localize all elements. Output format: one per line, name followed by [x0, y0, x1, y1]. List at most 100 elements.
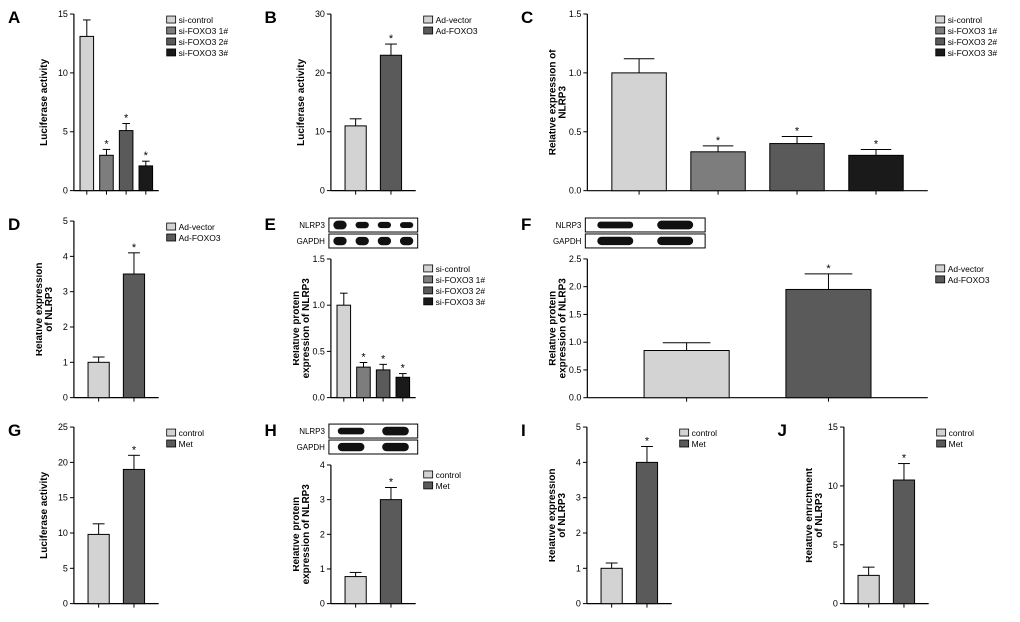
significance-star: * [874, 138, 879, 150]
panel-letter: D [8, 215, 20, 235]
panel-H: H01234Relative proteinexpression of NLRP… [265, 421, 500, 614]
significance-star: * [400, 362, 405, 374]
svg-text:0.0: 0.0 [569, 392, 581, 402]
svg-text:0: 0 [832, 599, 837, 609]
legend-label: Ad-FOXO3 [435, 26, 477, 36]
plot-wrap: 0.00.51.01.52.02.5Relative proteinexpres… [549, 215, 1012, 408]
blot-band [333, 220, 346, 229]
bar [345, 126, 366, 191]
significance-star: * [381, 353, 386, 365]
svg-text:1.0: 1.0 [569, 337, 581, 347]
blot-row-label: NLRP3 [299, 221, 325, 230]
svg-text:0: 0 [319, 599, 324, 609]
legend-label: si-FOXO3 1# [435, 275, 485, 285]
legend-label: control [435, 470, 461, 480]
legend-label: si-FOXO3 2# [435, 286, 485, 296]
svg-text:10: 10 [314, 127, 324, 137]
bar [786, 289, 871, 397]
blot-row-label: GAPDH [296, 237, 325, 246]
svg-text:2.5: 2.5 [569, 254, 581, 264]
legend-label: Ad-FOXO3 [179, 233, 221, 243]
bar-chart: 051015Relative enrichmentof NLRP3*contro… [806, 421, 1013, 614]
plot-wrap: 051015Luciferase activity***si-controlsi… [36, 8, 243, 201]
legend-label: Ad-vector [435, 15, 471, 25]
svg-text:0: 0 [63, 186, 68, 196]
figure-grid: A051015Luciferase activity***si-controls… [8, 8, 1012, 614]
legend-swatch [680, 429, 689, 436]
svg-text:0: 0 [63, 392, 68, 402]
plot-wrap: 0.00.51.01.5Relative expression ofNLRP3*… [549, 8, 1012, 201]
svg-text:1: 1 [319, 564, 324, 574]
bar [80, 36, 94, 190]
legend: controlMet [680, 428, 718, 449]
legend-label: control [948, 428, 974, 438]
bar [337, 305, 351, 397]
legend-label: si-FOXO3 2# [948, 37, 998, 47]
panel-J: J051015Relative enrichmentof NLRP3*contr… [778, 421, 1013, 614]
legend: Ad-vectorAd-FOXO3 [936, 264, 990, 285]
legend: Ad-vectorAd-FOXO3 [423, 15, 477, 36]
blot-band [355, 222, 368, 228]
blot-band [597, 221, 633, 228]
svg-text:0.0: 0.0 [312, 392, 324, 402]
blot-band [382, 443, 409, 451]
bar [345, 577, 366, 604]
svg-text:5: 5 [832, 540, 837, 550]
legend-swatch [167, 38, 176, 45]
bar [691, 152, 745, 191]
bar [849, 155, 903, 190]
significance-star: * [388, 477, 393, 489]
legend-swatch [167, 27, 176, 34]
legend-swatch [167, 223, 176, 230]
significance-star: * [716, 135, 721, 147]
legend: si-controlsi-FOXO3 1#si-FOXO3 2#si-FOXO3… [423, 264, 485, 307]
plot-wrap: 051015Relative enrichmentof NLRP3*contro… [806, 421, 1013, 614]
panel-A: A051015Luciferase activity***si-controls… [8, 8, 243, 201]
legend-swatch [423, 276, 432, 283]
blot-row-label: GAPDH [553, 237, 582, 246]
bar-chart: 051015Luciferase activity***si-controlsi… [36, 8, 243, 201]
legend-label: si-control [435, 264, 469, 274]
svg-text:30: 30 [314, 9, 324, 19]
plot-wrap: 0510152025Luciferase activity*controlMet [36, 421, 243, 614]
legend-label: control [692, 428, 718, 438]
significance-star: * [132, 445, 137, 457]
svg-text:5: 5 [576, 422, 581, 432]
legend-label: si-control [948, 15, 982, 25]
panel-letter: E [265, 215, 276, 235]
bar [139, 166, 153, 191]
panel-letter: G [8, 421, 21, 441]
bar [636, 463, 657, 604]
blot-row-label: GAPDH [296, 443, 325, 452]
plot-wrap: 012345Relative expressionof NLRP3*Ad-vec… [36, 215, 243, 408]
bar [770, 144, 824, 191]
legend: Ad-vectorAd-FOXO3 [167, 222, 221, 243]
legend-label: si-FOXO3 1# [179, 26, 229, 36]
panel-B: B0102030Luciferase activity*Ad-vectorAd-… [265, 8, 500, 201]
y-axis-label: Luciferase activity [39, 58, 50, 145]
bar [356, 367, 370, 398]
legend-label: Ad-vector [179, 222, 215, 232]
svg-text:20: 20 [314, 68, 324, 78]
svg-text:1.0: 1.0 [312, 300, 324, 310]
panel-G: G0510152025Luciferase activity*controlMe… [8, 421, 243, 614]
legend-label: si-FOXO3 2# [179, 37, 229, 47]
panel-D: D 012345Relative expressionof NLRP3*Ad-ve… [8, 215, 243, 408]
panel-C: C0.00.51.01.5Relative expression ofNLRP3… [521, 8, 1012, 201]
bar [123, 274, 144, 398]
legend-label: si-FOXO3 3# [948, 48, 998, 58]
bar-chart: 012345Relative expressionof NLRP3*contro… [549, 421, 756, 614]
blot-band [399, 222, 412, 228]
svg-text:10: 10 [58, 528, 68, 538]
svg-text:1: 1 [576, 564, 581, 574]
legend: controlMet [936, 428, 974, 449]
significance-star: * [826, 263, 831, 275]
significance-star: * [361, 351, 366, 363]
legend-swatch [423, 287, 432, 294]
svg-text:5: 5 [63, 564, 68, 574]
significance-star: * [388, 33, 393, 45]
legend-label: Ad-vector [948, 264, 984, 274]
svg-text:15: 15 [58, 493, 68, 503]
legend-swatch [423, 471, 432, 478]
plot-wrap: 0.00.51.01.5Relative proteinexpression o… [293, 215, 500, 408]
